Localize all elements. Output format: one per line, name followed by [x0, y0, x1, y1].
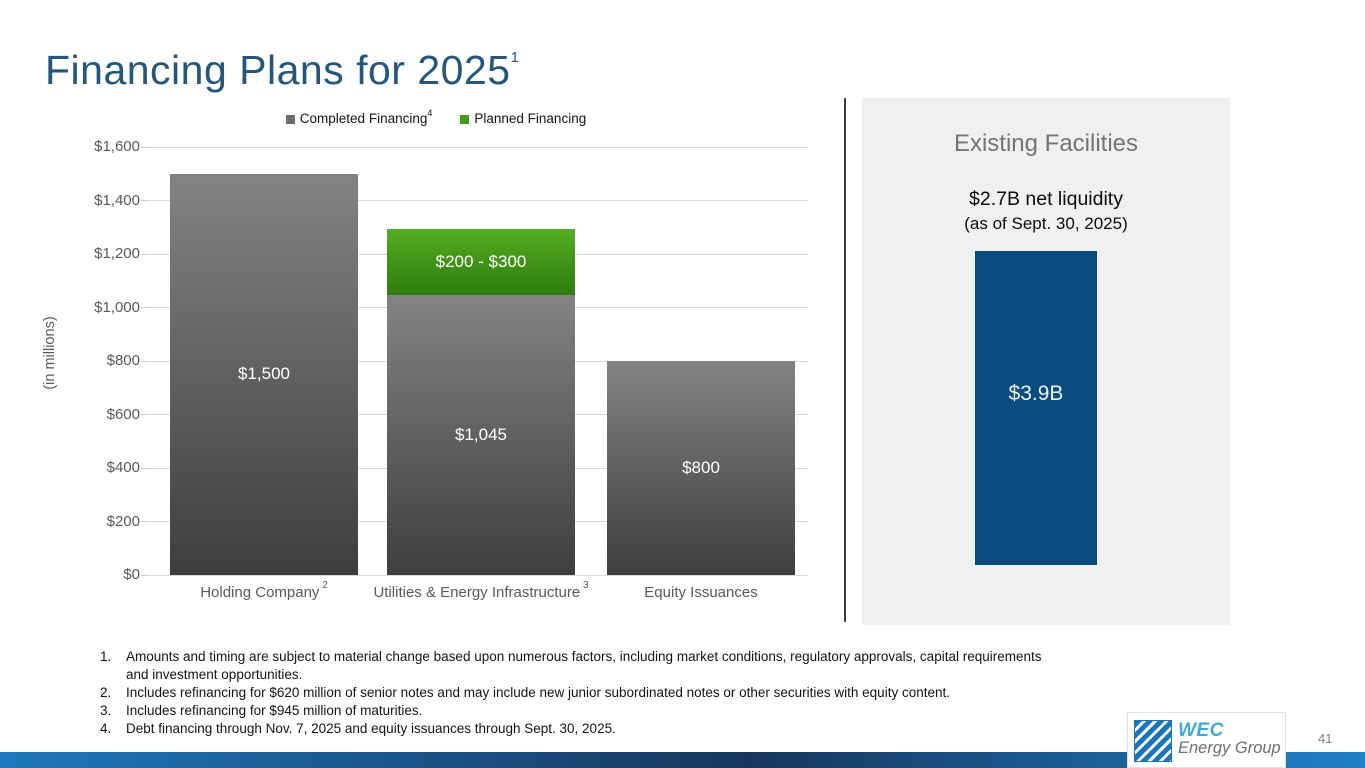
bar-value-label: $200 - $300 [435, 252, 527, 272]
x-axis-category-label: Equity Issuances [644, 584, 758, 601]
wec-logo-wec: WEC [1178, 720, 1224, 741]
y-axis-tickmark [141, 200, 148, 201]
y-axis-tickmark [141, 307, 148, 308]
legend-label: Planned Financing [474, 110, 587, 126]
x-axis-category-label: Holding Company 2 [200, 580, 328, 601]
footnote-3: 3. Includes refinancing for $945 million … [100, 702, 1060, 720]
footnote-text: Includes refinancing for $945 million of… [126, 702, 423, 718]
bar-segment-completed-financing: $1,045 [387, 295, 575, 575]
bar-holding-company: $1,500 [170, 173, 358, 575]
y-axis-tickmark [141, 467, 148, 469]
net-liquidity-value: $2.7B net liquidity [969, 188, 1123, 210]
panel-heading: Existing Facilities [953, 130, 1139, 157]
y-axis-tick-label: $1,600 [94, 138, 140, 155]
wec-logo-icon [1134, 720, 1172, 762]
y-axis-tick-label: $600 [106, 405, 140, 423]
wec-logo-group: Energy Group [1178, 739, 1281, 758]
footnote-text: Amounts and timing are subject to materi… [126, 649, 1042, 682]
chart-legend: Completed Financing4 Planned Financing [148, 108, 724, 128]
bar-chart-plot-area: $1,500 $1,045 $200 - $300 $800 [141, 140, 808, 576]
vertical-divider [844, 98, 846, 622]
legend-item-planned-financing: Planned Financing [460, 111, 586, 126]
gridline [148, 146, 808, 148]
page-title-text: Financing Plans for 2025 [45, 47, 511, 94]
bar-utilities-energy-infrastructure: $1,045 $200 - $300 [387, 228, 575, 575]
bar-segment-planned-financing: $200 - $300 [387, 228, 575, 296]
wec-logo-text: WEC Energy Group [1178, 721, 1281, 757]
facilities-bar-label: $3.9B [1008, 382, 1064, 405]
footnote-text: Includes refinancing for $620 million of… [126, 684, 950, 700]
legend-swatch-icon [285, 114, 295, 124]
footnote-number: 1. [100, 649, 112, 664]
y-axis-tick-label: $800 [106, 352, 140, 369]
bar-value-label: $1,045 [455, 425, 507, 445]
y-axis-tickmark [141, 253, 148, 255]
y-axis-tick-label: $1,400 [94, 191, 140, 209]
net-liquidity-date: (as of Sept. 30, 2025) [964, 214, 1128, 233]
footnote-1: 1. Amounts and timing are subject to mate… [100, 648, 1060, 684]
facilities-bar: $3.9B [975, 251, 1097, 565]
footnote-number: 3. [100, 702, 112, 718]
legend-label: Completed Financing4 [299, 107, 433, 126]
y-axis-tickmark [141, 146, 148, 148]
footnote-text: Debt financing through Nov. 7, 2025 and … [126, 720, 616, 736]
bar-value-label: $1,500 [238, 364, 290, 384]
x-axis-category-label: Utilities & Energy Infrastructure 3 [373, 580, 589, 601]
y-axis-tickmark [141, 574, 148, 576]
existing-facilities-panel: Existing Facilities $2.7B net liquidity … [862, 98, 1230, 625]
footnote-4: 4. Debt financing through Nov. 7, 2025 an… [100, 720, 1060, 738]
footnotes: 1. Amounts and timing are subject to mate… [100, 648, 1060, 738]
gridline [148, 200, 808, 201]
footnote-number: 2. [100, 684, 112, 700]
page-title-footnote-ref: 1 [510, 49, 520, 67]
page-title: Financing Plans for 20251 [45, 47, 519, 94]
legend-swatch-icon [460, 114, 470, 124]
footnote-2: 2. Includes refinancing for $620 million … [100, 684, 1060, 702]
y-axis-tick-label: $200 [106, 512, 140, 530]
y-axis-tick-label: $0 [123, 566, 140, 583]
page-number: 41 [1318, 731, 1333, 746]
bar-equity-issuances: $800 [607, 361, 795, 575]
slide-footer-bar [0, 752, 1365, 768]
legend-item-completed-financing: Completed Financing4 [285, 107, 433, 126]
y-axis-tickmark [141, 521, 148, 522]
y-axis-tick-label: $1,000 [94, 298, 140, 316]
y-axis-ticks: $0 $200 $400 $600 $800 $1,000 $1,200 $1,400 $1,6… [0, 0, 140, 768]
y-axis-tick-label: $1,200 [94, 245, 140, 262]
y-axis-tick-label: $400 [106, 459, 140, 476]
bar-value-label: $800 [682, 458, 720, 477]
wec-energy-group-logo: WEC Energy Group [1127, 712, 1286, 768]
footnote-number: 4. [100, 720, 112, 736]
gridline [148, 574, 808, 576]
bar-segment-completed-financing: $1,500 [170, 173, 358, 575]
bar-segment-completed-financing: $800 [607, 361, 795, 575]
y-axis-tickmark [141, 414, 148, 415]
y-axis-tickmark [141, 360, 148, 362]
